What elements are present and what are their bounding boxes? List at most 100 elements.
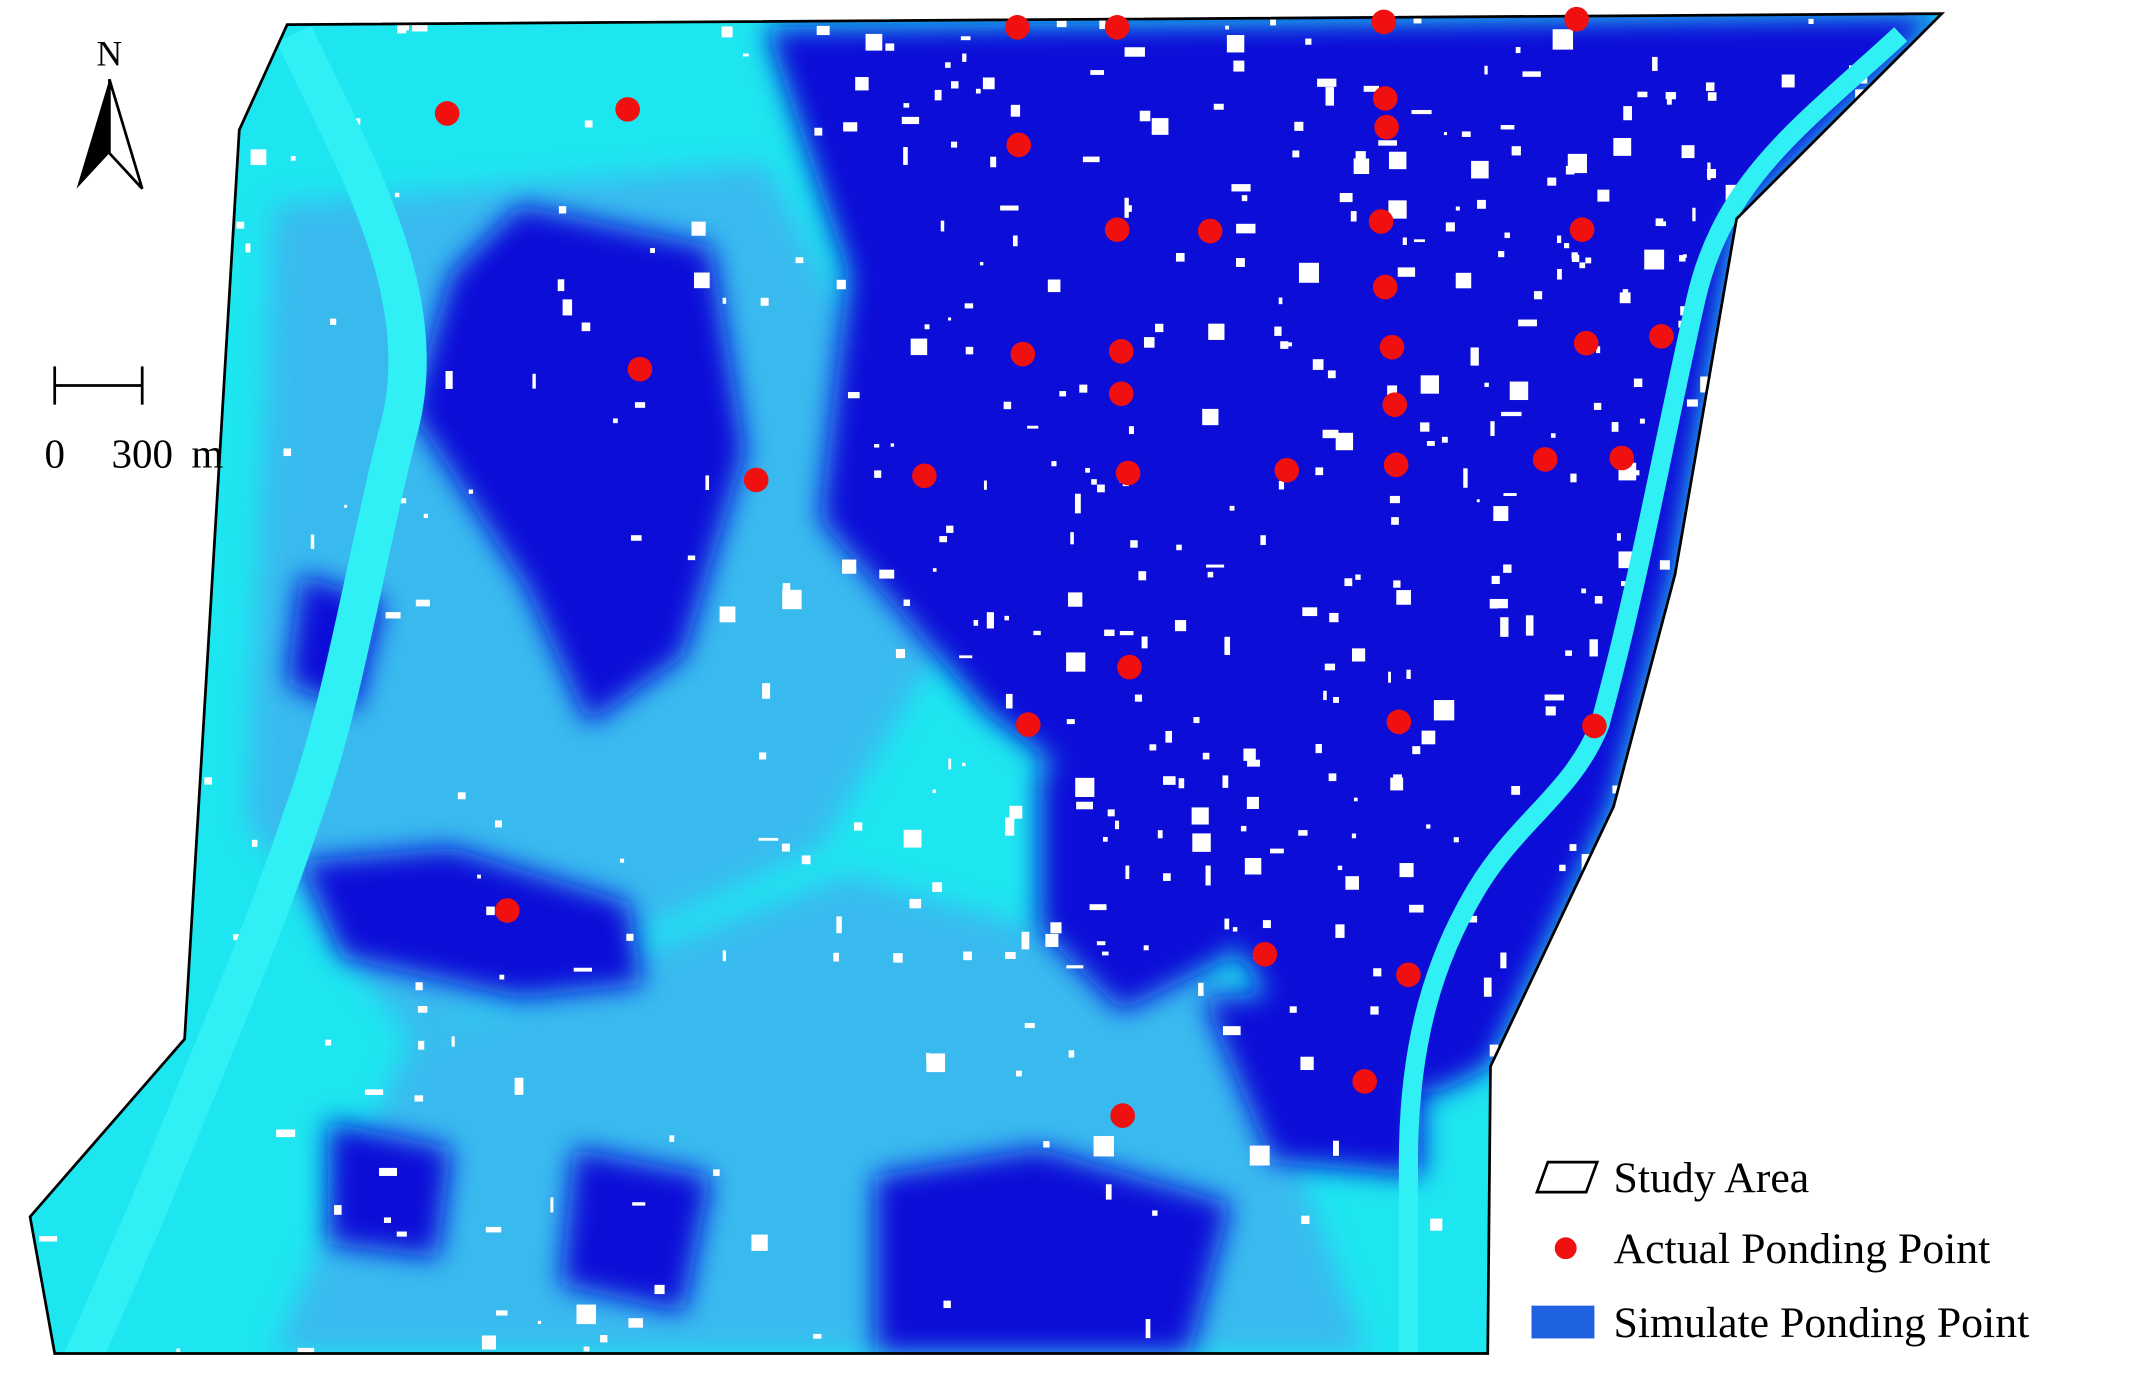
building bbox=[1933, 738, 1941, 746]
building bbox=[250, 149, 267, 166]
building bbox=[1050, 922, 1062, 934]
building bbox=[1222, 775, 1229, 788]
building bbox=[963, 951, 972, 961]
building bbox=[1107, 809, 1115, 817]
building bbox=[325, 1039, 332, 1046]
building bbox=[842, 559, 857, 574]
building bbox=[1305, 38, 1312, 45]
building bbox=[1327, 370, 1336, 379]
building bbox=[1335, 432, 1354, 451]
building bbox=[801, 855, 811, 865]
building bbox=[181, 672, 200, 691]
building bbox=[1104, 629, 1115, 637]
building bbox=[1690, 937, 1697, 943]
building bbox=[383, 1217, 392, 1223]
building bbox=[1692, 207, 1696, 222]
building bbox=[1623, 106, 1632, 121]
building bbox=[1294, 121, 1304, 131]
building bbox=[1225, 25, 1230, 30]
building bbox=[1165, 730, 1173, 743]
building bbox=[879, 569, 895, 579]
building bbox=[44, 1061, 55, 1072]
building bbox=[1672, 942, 1676, 946]
building bbox=[196, 169, 213, 174]
building bbox=[172, 454, 185, 464]
building bbox=[1855, 89, 1864, 99]
ponding-point bbox=[1372, 86, 1398, 111]
building bbox=[1420, 422, 1430, 432]
building bbox=[1637, 930, 1653, 946]
building bbox=[418, 1040, 425, 1050]
building bbox=[537, 1320, 542, 1324]
building bbox=[1915, 830, 1920, 835]
building bbox=[1552, 29, 1574, 50]
building bbox=[1323, 690, 1327, 701]
building bbox=[557, 279, 565, 292]
building bbox=[1226, 35, 1245, 53]
building bbox=[948, 758, 952, 770]
building bbox=[613, 418, 618, 424]
building bbox=[1679, 255, 1686, 262]
building bbox=[412, 22, 428, 32]
building bbox=[1176, 544, 1182, 551]
building bbox=[1370, 1006, 1379, 1015]
ponding-point bbox=[1386, 709, 1412, 735]
building bbox=[1155, 323, 1164, 333]
building bbox=[1076, 801, 1093, 810]
building bbox=[782, 589, 802, 610]
building bbox=[1441, 436, 1448, 443]
ponding-point bbox=[1382, 392, 1408, 417]
building bbox=[1581, 928, 1591, 943]
building bbox=[1070, 532, 1074, 545]
building bbox=[1191, 807, 1209, 825]
building bbox=[1051, 461, 1057, 467]
building bbox=[975, 88, 981, 94]
building bbox=[626, 933, 634, 941]
building bbox=[1657, 803, 1671, 812]
legend-symbol bbox=[1554, 1237, 1577, 1260]
building bbox=[781, 843, 790, 852]
building bbox=[1455, 272, 1472, 289]
building bbox=[1355, 574, 1361, 580]
building bbox=[1138, 571, 1147, 581]
building bbox=[78, 327, 89, 335]
building bbox=[1409, 904, 1424, 913]
building bbox=[1676, 975, 1695, 994]
building bbox=[1846, 192, 1857, 197]
building bbox=[1888, 514, 1893, 526]
building bbox=[713, 1169, 720, 1176]
building bbox=[1298, 262, 1319, 283]
building bbox=[1545, 706, 1556, 716]
building bbox=[397, 24, 407, 34]
building bbox=[926, 1053, 946, 1073]
building bbox=[1091, 479, 1097, 485]
building bbox=[1329, 612, 1339, 623]
building bbox=[795, 257, 804, 264]
building bbox=[1339, 192, 1353, 203]
building bbox=[979, 261, 984, 266]
building bbox=[558, 206, 567, 214]
building bbox=[1761, 213, 1771, 229]
building bbox=[1093, 1136, 1114, 1157]
building bbox=[1655, 218, 1664, 227]
building bbox=[910, 338, 928, 356]
building bbox=[1659, 560, 1670, 570]
building bbox=[1224, 918, 1230, 930]
building bbox=[125, 1063, 134, 1071]
building bbox=[932, 882, 943, 892]
building bbox=[1082, 156, 1100, 163]
building bbox=[1820, 1006, 1841, 1009]
ponding-point bbox=[1649, 324, 1674, 349]
building bbox=[885, 43, 895, 51]
building bbox=[1335, 924, 1345, 938]
ponding-point bbox=[1582, 713, 1607, 739]
building bbox=[1871, 1287, 1878, 1293]
building bbox=[890, 443, 895, 447]
ponding-point bbox=[627, 356, 653, 382]
building bbox=[1849, 238, 1856, 245]
building bbox=[1005, 693, 1013, 709]
building bbox=[445, 370, 453, 389]
building bbox=[962, 53, 967, 62]
building bbox=[1470, 347, 1479, 366]
ponding-point bbox=[1252, 941, 1278, 967]
